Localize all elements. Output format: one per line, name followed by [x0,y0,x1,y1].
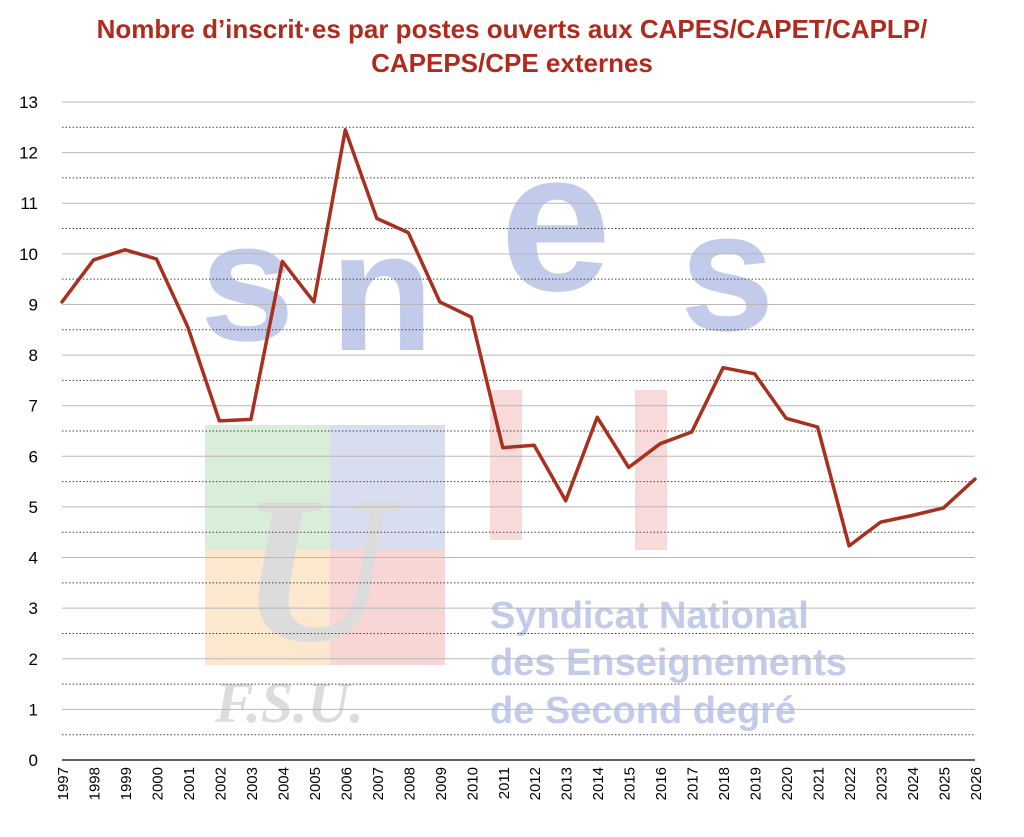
watermark-logo-letter-s1: s [200,187,295,377]
x-tick-label: 2011 [496,767,513,799]
x-tick-label: 2019 [748,767,765,800]
y-tick-label: 8 [29,346,38,365]
y-tick-label: 7 [29,397,38,416]
x-tick-label: 2022 [842,767,859,800]
x-tick-label: 2024 [905,767,922,800]
x-tick-label: 2007 [370,767,387,800]
x-tick-label: 2023 [874,767,891,800]
y-tick-label: 10 [19,245,38,264]
x-tick-label: 2012 [527,767,544,800]
x-tick-label: 2018 [716,767,733,800]
watermark-block-red [330,550,445,665]
x-tick-label: 2009 [433,767,450,800]
x-tick-label: 2010 [464,767,481,800]
y-tick-label: 5 [29,498,38,517]
watermark-logo-letter-u: U [240,454,401,686]
snes-fsu-watermark: s n e s U F.S.U. Syndicat National des E… [200,110,847,735]
watermark-block-blue [330,425,445,550]
x-tick-label: 2013 [559,767,576,800]
watermark-org-line-2: des Enseignements [490,642,847,684]
watermark-logo-letter-s2: s [680,177,775,367]
x-tick-label: 2003 [244,767,261,800]
y-tick-label: 6 [29,447,38,466]
x-tick-label: 1997 [55,767,72,800]
x-tick-label: 2021 [811,767,828,800]
watermark-org-line-1: Syndicat National [490,595,809,637]
series-line [60,128,977,548]
chart-title: Nombre d’inscrit·es par postes ouverts a… [0,12,1024,80]
y-tick-label: 11 [20,194,38,213]
y-tick-label: 9 [29,295,38,314]
watermark-bar-right [635,390,667,550]
x-tick-label: 2002 [212,767,229,800]
x-tick-label: 2025 [937,767,954,800]
x-tick-label: 2020 [779,767,796,800]
y-tick-label: 0 [29,751,38,770]
y-tick-label: 1 [29,700,38,719]
x-axis-tick-labels: 1997 1998 1999 2000 2001 2002 2003 2004 2005 2006… [55,767,985,800]
y-tick-label: 4 [29,549,38,568]
watermark-logo-fsu: F.S.U. [214,670,364,735]
watermark-block-green [205,425,330,550]
x-tick-label: 2001 [181,767,198,800]
x-tick-label: 2008 [401,767,418,800]
watermark-org-line-3: de Second degré [490,690,796,732]
x-tick-label: 2015 [622,767,639,800]
x-tick-label: 2005 [307,767,324,800]
y-tick-label: 12 [19,144,38,163]
chart-title-line-2: CAPEPS/CPE externes [371,48,653,78]
x-tick-label: 2026 [968,767,985,800]
x-tick-label: 2016 [653,767,670,800]
watermark-block-orange [205,550,330,665]
x-tick-label: 2006 [338,767,355,800]
watermark-logo-letter-n: n [330,197,434,387]
watermark-logo-letter-e: e [500,110,611,333]
gridlines [62,101,975,761]
x-tick-label: 2014 [590,767,607,800]
x-tick-label: 2000 [149,767,166,800]
x-tick-label: 1999 [118,767,135,800]
x-tick-label: 2017 [685,767,702,800]
y-tick-label: 3 [29,599,38,618]
y-tick-label: 13 [19,93,38,112]
x-tick-label: 2004 [275,767,292,800]
y-tick-label: 2 [29,650,38,669]
x-tick-label: 1998 [86,767,103,800]
chart-title-line-1: Nombre d’inscrit·es par postes ouverts a… [96,14,928,44]
